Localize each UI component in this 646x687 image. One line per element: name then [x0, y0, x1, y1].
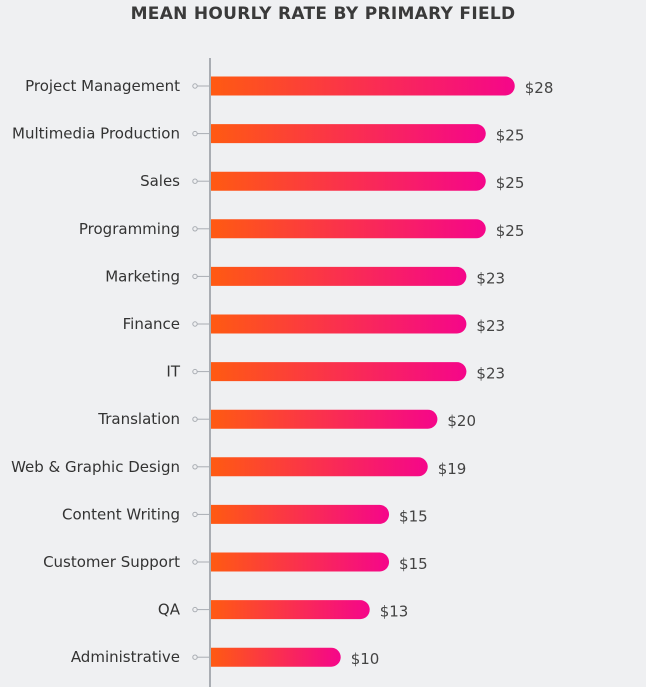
category-label: Multimedia Production	[12, 125, 180, 143]
value-label: $15	[399, 555, 428, 573]
tick-dot	[192, 464, 198, 470]
value-label: $25	[496, 222, 525, 240]
tick-dot	[192, 654, 198, 660]
category-label: IT	[166, 363, 180, 381]
value-label: $20	[447, 412, 476, 430]
tick-dot	[192, 321, 198, 327]
category-label: QA	[158, 601, 181, 619]
value-label: $19	[438, 460, 467, 478]
bar	[211, 76, 515, 96]
category-label: Project Management	[25, 77, 180, 95]
category-label: Sales	[140, 172, 180, 190]
tick-dot	[192, 559, 198, 565]
bar	[211, 171, 486, 191]
category-label: Administrative	[71, 648, 180, 666]
tick-dot	[192, 416, 198, 422]
bar	[210, 457, 428, 477]
value-label: $28	[525, 79, 554, 97]
tick-dot	[192, 273, 198, 280]
category-label: Content Writing	[62, 505, 180, 523]
bar	[211, 314, 467, 334]
tick-dot	[192, 130, 198, 137]
tick-dot	[192, 178, 198, 184]
value-label: $13	[380, 603, 409, 621]
chart-title: MEAN HOURLY RATE BY PRIMARY FIELD	[130, 4, 516, 24]
bar	[211, 409, 438, 429]
bar	[211, 647, 341, 667]
category-label: Translation	[97, 410, 180, 428]
bar	[211, 362, 467, 382]
bar	[210, 552, 390, 572]
bar	[210, 504, 390, 524]
value-label: $23	[476, 317, 505, 335]
category-label: Customer Support	[43, 553, 180, 571]
tick-dot	[192, 226, 198, 232]
category-label: Programming	[79, 220, 180, 238]
bar	[211, 124, 486, 144]
value-label: $23	[476, 269, 505, 287]
tick-dot	[192, 83, 198, 89]
bar	[211, 219, 486, 239]
value-label: $25	[496, 127, 525, 145]
tick-dot	[192, 511, 198, 518]
bar	[211, 266, 467, 286]
category-label: Finance	[123, 315, 180, 333]
category-label: Web & Graphic Design	[11, 458, 180, 476]
value-label: $23	[476, 365, 505, 383]
category-label: Marketing	[105, 267, 180, 285]
bar	[211, 600, 370, 620]
value-label: $25	[496, 174, 525, 192]
value-label: $10	[351, 650, 380, 668]
tick-dot	[192, 606, 198, 613]
tick-dot	[192, 368, 198, 375]
value-label: $15	[399, 507, 428, 525]
